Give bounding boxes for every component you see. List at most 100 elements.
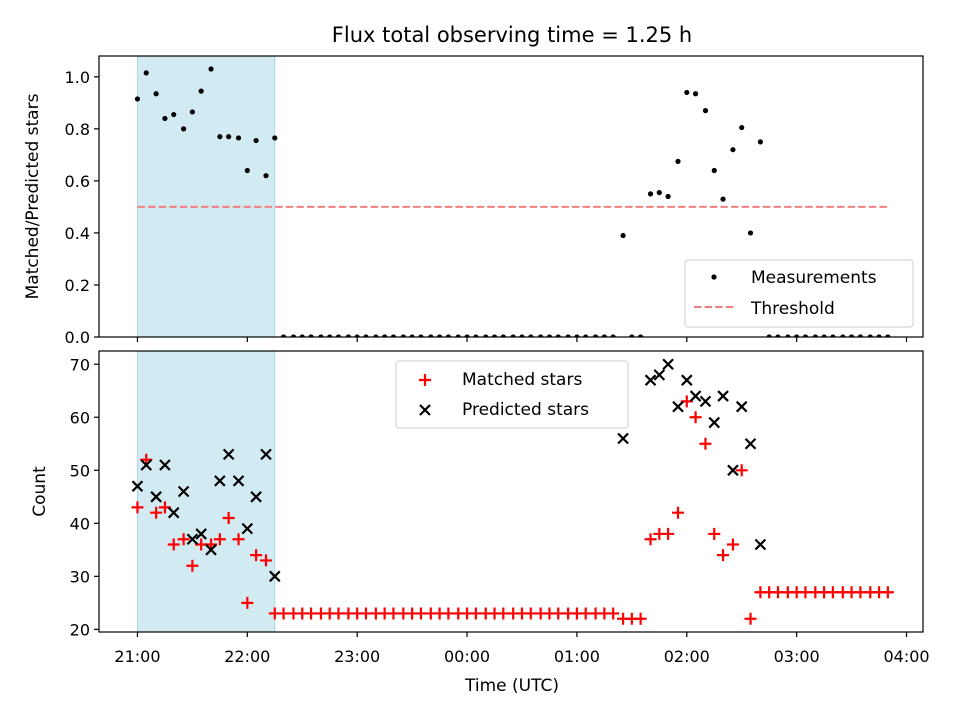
measurement-point xyxy=(445,334,451,337)
legend-measurement-marker xyxy=(711,274,717,280)
predicted-star-marker xyxy=(177,485,190,498)
x-tick-label: 21:00 xyxy=(114,647,160,666)
measurement-point xyxy=(711,167,717,174)
measurement-point xyxy=(418,334,424,337)
measurement-point xyxy=(162,115,168,122)
predicted-star-marker xyxy=(195,528,207,540)
matched-star-marker xyxy=(680,395,693,408)
measurement-point xyxy=(555,334,561,337)
y-axis-label: Count xyxy=(30,466,50,517)
measurement-point xyxy=(620,232,626,239)
measurement-point xyxy=(198,88,204,94)
x-tick-label: 00:00 xyxy=(444,647,490,666)
measurement-point xyxy=(601,334,607,337)
measurement-point xyxy=(491,334,498,337)
x-tick-label: 04:00 xyxy=(883,647,929,666)
measurement-point xyxy=(280,334,287,337)
measurement-point xyxy=(766,334,772,337)
measurement-point xyxy=(821,334,827,337)
predicted-star-marker xyxy=(241,522,254,535)
y-tick-label: 20 xyxy=(70,620,90,639)
chart-title: Flux total observing time = 1.25 h xyxy=(332,23,692,47)
measurement-point xyxy=(153,91,159,97)
measurement-point xyxy=(143,70,149,76)
measurement-point xyxy=(830,334,836,337)
axes-frame xyxy=(98,55,924,338)
measurement-point xyxy=(345,334,351,337)
legend-matched-marker xyxy=(419,374,431,386)
measurement-point xyxy=(583,334,589,337)
matched-star-marker xyxy=(186,559,199,572)
matched-star-marker xyxy=(689,411,702,424)
y-tick-label: 0.6 xyxy=(65,172,90,191)
matched-star-marker xyxy=(708,527,721,540)
measurement-point xyxy=(665,193,671,200)
predicted-star-marker xyxy=(250,491,262,503)
matched-star-marker xyxy=(213,533,226,546)
y-tick-label: 70 xyxy=(70,355,90,374)
measurement-point xyxy=(171,111,177,118)
legend-measurements-label: Measurements xyxy=(751,268,877,288)
y-tick-label: 0.2 xyxy=(65,276,90,295)
x-tick-label: 02:00 xyxy=(664,647,710,666)
predicted-star-marker xyxy=(222,448,235,461)
measurement-point xyxy=(785,334,791,337)
measurement-point xyxy=(720,196,726,202)
matched-star-marker xyxy=(735,464,748,477)
measurement-point xyxy=(592,334,599,337)
measurement-point xyxy=(510,334,516,337)
measurement-point xyxy=(702,108,709,114)
predicted-star-marker xyxy=(672,400,684,413)
measurement-point xyxy=(299,334,305,337)
predicted-star-marker xyxy=(140,459,153,471)
ratio-panel: 0.0 0.2 0.4 0.6 0.8 1.0 Matched/Predicted star… xyxy=(23,55,924,347)
measurement-point xyxy=(483,334,489,337)
measurement-point xyxy=(327,334,333,337)
measurement-point xyxy=(730,147,736,153)
predicted-star-marker xyxy=(260,448,272,461)
predicted-star-marker xyxy=(727,464,739,477)
matched-star-marker xyxy=(241,596,254,609)
shaded-span xyxy=(136,350,276,633)
measurement-point xyxy=(500,334,506,337)
measurement-point xyxy=(519,334,525,337)
predicted-star-marker xyxy=(150,491,162,503)
y-tick-label: 0.8 xyxy=(65,120,90,139)
measurement-point xyxy=(656,189,662,196)
legend-box xyxy=(684,259,914,328)
measurement-point xyxy=(335,334,342,337)
measurement-point xyxy=(272,135,278,141)
predicted-star-marker xyxy=(186,533,199,545)
measurement-point xyxy=(180,126,187,132)
measurement-point xyxy=(840,334,846,337)
measurement-point xyxy=(189,109,195,115)
matched-star-marker xyxy=(131,501,144,514)
measurement-point xyxy=(263,173,269,179)
predicted-star-marker xyxy=(214,475,226,487)
measurement-point xyxy=(546,334,553,337)
measurement-point xyxy=(400,334,406,337)
measurement-point xyxy=(775,334,781,337)
measurement-point xyxy=(565,334,571,337)
y-tick-label: 40 xyxy=(70,514,90,533)
measurement-point xyxy=(538,334,544,337)
matched-star-marker xyxy=(634,612,647,625)
y-tick-label: 60 xyxy=(70,408,90,427)
matched-star-marker xyxy=(717,549,730,562)
measurement-point xyxy=(290,334,297,337)
measurement-point xyxy=(354,334,360,337)
data-layer xyxy=(134,66,891,337)
measurement-point xyxy=(235,135,242,141)
predicted-star-marker xyxy=(232,475,245,487)
predicted-star-marker xyxy=(617,432,629,445)
matched-star-marker xyxy=(881,586,894,599)
measurement-point xyxy=(382,334,388,337)
matched-star-marker xyxy=(250,549,263,562)
measurement-point xyxy=(610,334,616,337)
predicted-star-marker xyxy=(662,358,674,371)
y-tick-label: 1.0 xyxy=(65,68,90,87)
measurement-point xyxy=(409,334,415,337)
measurement-point xyxy=(455,334,461,337)
matched-star-marker xyxy=(644,533,657,546)
